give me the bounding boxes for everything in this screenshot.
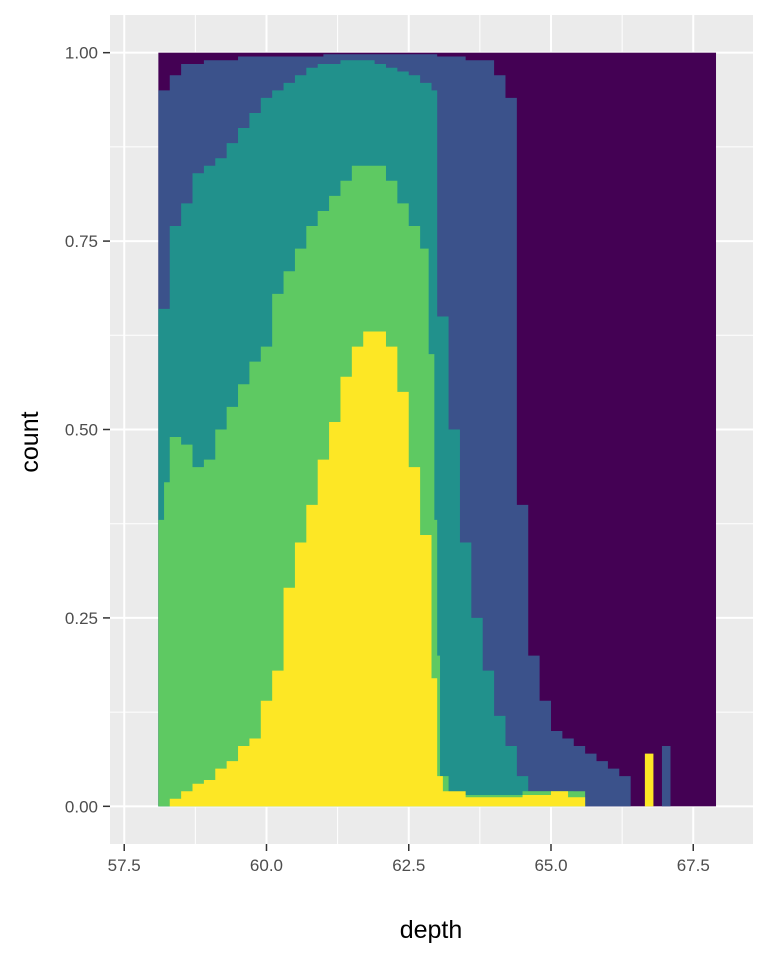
y-axis-title: count (16, 411, 44, 472)
axis-layer: 57.5 60.0 62.5 65.0 67.5 0.00 0.25 0.50 0.75 1.00 (65, 44, 710, 875)
x-tick-label: 67.5 (677, 856, 710, 875)
x-tick-label: 62.5 (392, 856, 425, 875)
y-tick-label: 0.25 (65, 609, 98, 628)
x-tick-label: 57.5 (108, 856, 141, 875)
x-axis-title: depth (400, 916, 463, 944)
data-layer (158, 52, 717, 807)
x-tick-label: 60.0 (250, 856, 283, 875)
y-tick-label: 0.50 (65, 421, 98, 440)
y-tick-label: 0.00 (65, 797, 98, 816)
x-tick-label: 65.0 (534, 856, 567, 875)
y-tick-label: 1.00 (65, 44, 98, 63)
area-layer-1 (158, 331, 717, 807)
y-tick-label: 0.75 (65, 232, 98, 251)
